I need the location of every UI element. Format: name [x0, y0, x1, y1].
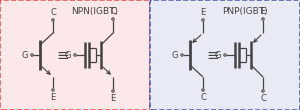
Circle shape — [262, 90, 264, 92]
Text: NPN(IGBT): NPN(IGBT) — [71, 7, 118, 16]
Circle shape — [52, 19, 54, 21]
Circle shape — [74, 54, 76, 56]
FancyBboxPatch shape — [150, 0, 300, 110]
Circle shape — [202, 19, 204, 21]
Text: G: G — [172, 50, 178, 60]
FancyBboxPatch shape — [0, 0, 150, 110]
Circle shape — [112, 18, 114, 20]
Circle shape — [112, 90, 114, 92]
Text: C: C — [200, 93, 206, 102]
Text: ≡: ≡ — [207, 48, 219, 62]
Text: G: G — [64, 50, 71, 60]
Circle shape — [262, 18, 264, 20]
Circle shape — [224, 54, 226, 56]
Text: G: G — [22, 50, 28, 60]
Text: E: E — [200, 8, 206, 17]
Circle shape — [202, 89, 204, 91]
Text: PNP(IGBT): PNP(IGBT) — [222, 7, 268, 16]
Text: C: C — [260, 94, 266, 103]
Text: ≡: ≡ — [57, 48, 69, 62]
Text: E: E — [260, 7, 266, 16]
Text: G: G — [214, 50, 221, 60]
Text: C: C — [50, 8, 56, 17]
Text: E: E — [110, 94, 116, 103]
Text: E: E — [50, 93, 56, 102]
Circle shape — [181, 54, 183, 56]
Circle shape — [31, 54, 33, 56]
Circle shape — [52, 89, 54, 91]
Text: C: C — [110, 7, 116, 16]
